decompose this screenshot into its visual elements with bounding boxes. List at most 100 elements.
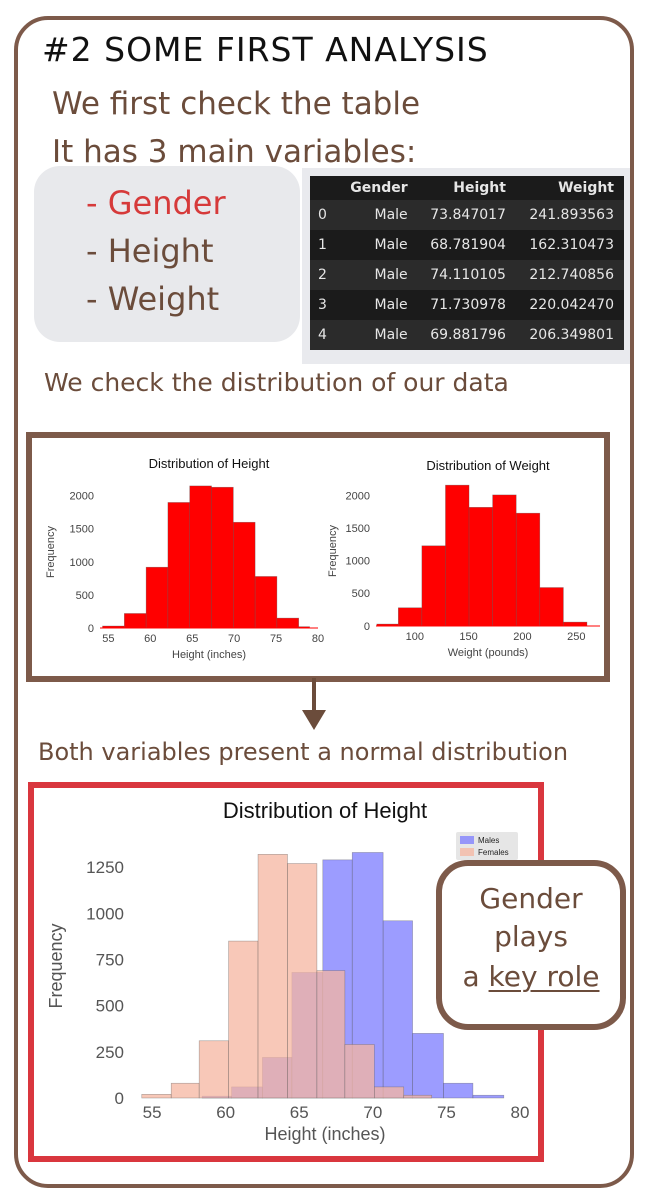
- dataframe-panel: Gender Height Weight 0 Male 73.847017 24…: [302, 168, 630, 364]
- x-tick-label: 75: [270, 633, 282, 645]
- histogram-bar: [189, 485, 212, 629]
- histogram-bar: [233, 521, 256, 629]
- table-cell: 69.881796: [430, 327, 506, 343]
- table-row: 2 Male 74.110105 212.740856: [310, 260, 624, 290]
- table-cell: 206.349801: [529, 327, 614, 343]
- histogram-bar: [421, 545, 446, 627]
- y-tick-label: 1250: [86, 858, 124, 877]
- table-cell: 3: [318, 297, 327, 313]
- histogram-bar: [468, 507, 493, 627]
- histogram-bar: [412, 1033, 444, 1099]
- legend-label: Males: [478, 836, 499, 845]
- histogram-bar: [254, 576, 278, 629]
- callout-line-2: plays: [494, 920, 568, 953]
- intro-line-2: It has 3 main variables:: [52, 134, 417, 170]
- table-cell: 1: [318, 237, 327, 253]
- histogram-bar: [228, 940, 259, 1099]
- histogram-bar: [403, 1094, 432, 1099]
- y-axis-label: Frequency: [45, 526, 57, 578]
- table-cell: 74.110105: [430, 267, 506, 283]
- histogram-bar: [492, 494, 517, 627]
- x-tick-label: 75: [437, 1103, 456, 1122]
- dataframe-table: Gender Height Weight 0 Male 73.847017 24…: [310, 176, 624, 350]
- y-tick-label: 750: [96, 950, 124, 969]
- histogram-bar: [515, 512, 541, 627]
- y-tick-label: 2000: [346, 490, 370, 502]
- table-cell: 0: [318, 207, 327, 223]
- table-cell: 220.042470: [529, 297, 614, 313]
- table-header-row: Gender Height Weight: [310, 176, 624, 200]
- x-tick-label: 100: [406, 631, 424, 643]
- x-axis-label: Weight (pounds): [448, 647, 529, 659]
- distribution-note: We check the distribution of our data: [44, 368, 509, 397]
- column-header-gender: Gender: [350, 180, 408, 196]
- column-header-height: Height: [453, 180, 506, 196]
- y-tick-label: 250: [96, 1043, 124, 1062]
- x-tick-label: 60: [144, 633, 156, 645]
- y-tick-label: 500: [96, 997, 124, 1016]
- histogram-bar: [211, 486, 234, 629]
- table-cell: 2: [318, 267, 327, 283]
- histogram-bar: [472, 1094, 505, 1099]
- conclusion-text: Both variables present a normal distribu…: [38, 738, 569, 766]
- chart-title: Distribution of Height: [223, 798, 427, 823]
- column-header-index: [310, 176, 339, 200]
- histogram-bar: [276, 617, 300, 629]
- histogram-bar: [445, 484, 470, 627]
- y-axis-label: Frequency: [327, 525, 339, 577]
- x-tick-label: 250: [567, 631, 585, 643]
- down-arrow-icon: [302, 678, 326, 730]
- table-cell: Male: [374, 297, 408, 313]
- histogram-bar: [316, 970, 346, 1099]
- variable-weight: - Weight: [86, 280, 220, 318]
- callout-key-role: key role: [488, 960, 600, 993]
- x-tick-label: 70: [363, 1103, 382, 1122]
- x-tick-label: 150: [459, 631, 477, 643]
- variable-gender: - Gender: [86, 184, 226, 222]
- column-header-weight: Weight: [558, 180, 614, 196]
- histogram-bar: [167, 502, 191, 629]
- weight-histogram: 0 500 1000 1500 2000 100 150 200 250 Distribution…: [327, 458, 600, 659]
- y-tick-label: 0: [364, 621, 370, 633]
- x-tick-label: 65: [186, 633, 198, 645]
- table-cell: 162.310473: [529, 237, 614, 253]
- y-tick-label: 1500: [70, 524, 94, 536]
- callout-line-3: a key role: [442, 960, 620, 993]
- table-cell: 73.847017: [430, 207, 506, 223]
- y-tick-label: 0: [88, 623, 94, 635]
- x-tick-label: 65: [290, 1103, 309, 1122]
- legend-swatch: [460, 848, 474, 856]
- histogram-bar: [145, 566, 169, 629]
- x-tick-label: 80: [312, 633, 324, 645]
- histogram-bar: [198, 1040, 229, 1099]
- gender-height-histogram: 0 250 500 750 1000 1250 55 60 65 70 75 80 Distributi…: [46, 798, 529, 1144]
- histogram-bar: [382, 920, 413, 1099]
- intro-line-1: We first check the table: [52, 86, 421, 122]
- table-row: 4 Male 69.881796 206.349801: [310, 320, 624, 350]
- histogram-bar: [124, 613, 147, 629]
- callout-line-1: Gender: [479, 882, 583, 915]
- variable-height: - Height: [86, 232, 214, 270]
- chart-title: Distribution of Weight: [426, 458, 550, 473]
- histogram-bar: [443, 1082, 474, 1099]
- variables-box: - Gender - Height - Weight: [34, 166, 300, 342]
- table-cell: 241.893563: [529, 207, 614, 223]
- y-tick-label: 1000: [70, 557, 94, 569]
- x-tick-label: 70: [228, 633, 240, 645]
- table-cell: Male: [374, 237, 408, 253]
- x-tick-label: 55: [102, 633, 114, 645]
- y-tick-label: 500: [352, 588, 370, 600]
- histogram-bar: [257, 854, 288, 1099]
- table-cell: 212.740856: [529, 267, 614, 283]
- y-tick-label: 0: [115, 1089, 124, 1108]
- table-cell: Male: [374, 327, 408, 343]
- page-title: #2 SOME FIRST ANALYSIS: [42, 30, 489, 69]
- histogram-bar: [563, 621, 588, 627]
- gender-histogram-box: 0 250 500 750 1000 1250 55 60 65 70 75 80 Distributi…: [28, 782, 544, 1162]
- legend-label: Females: [478, 848, 509, 857]
- histogram-bar: [344, 1044, 375, 1099]
- x-tick-label: 200: [513, 631, 531, 643]
- histogram-bar: [374, 1086, 405, 1099]
- histogram-bar: [287, 863, 318, 1099]
- y-tick-label: 1000: [346, 556, 370, 568]
